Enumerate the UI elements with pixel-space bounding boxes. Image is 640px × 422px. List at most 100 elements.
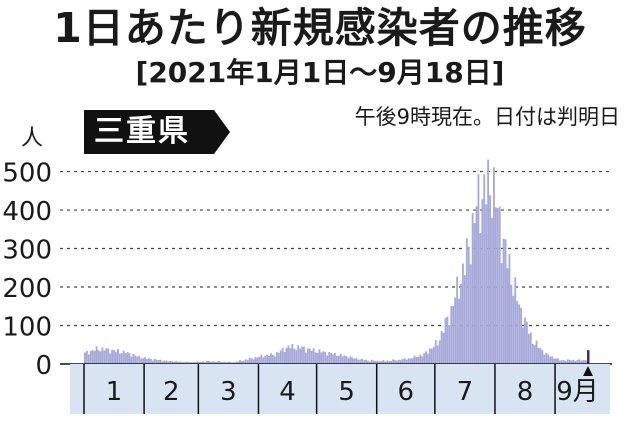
daily-bar xyxy=(545,352,548,364)
daily-bar xyxy=(477,174,480,364)
daily-bar xyxy=(103,350,106,364)
daily-bar xyxy=(522,327,524,364)
daily-bar xyxy=(297,345,300,364)
daily-bar xyxy=(124,353,127,364)
daily-bar xyxy=(132,353,135,364)
month-label: 5 xyxy=(338,377,355,407)
x-axis-band xyxy=(70,364,610,414)
y-axis-unit: 人 xyxy=(21,126,43,151)
daily-bar xyxy=(355,357,358,364)
daily-bar xyxy=(256,357,259,364)
daily-bar xyxy=(454,297,457,364)
daily-bar xyxy=(496,208,499,364)
daily-bar xyxy=(570,360,573,364)
daily-bar xyxy=(564,360,567,364)
daily-bar xyxy=(384,361,387,364)
daily-bar xyxy=(584,360,586,364)
daily-bar xyxy=(270,353,272,364)
daily-bar xyxy=(485,204,488,364)
daily-bar xyxy=(289,348,292,364)
daily-bar xyxy=(208,360,210,364)
daily-bar xyxy=(169,360,172,364)
daily-bar xyxy=(578,359,581,364)
daily-bar xyxy=(266,354,269,364)
daily-bar xyxy=(403,358,406,364)
daily-bar xyxy=(301,346,303,364)
daily-bar xyxy=(363,360,365,364)
daily-bar xyxy=(347,358,350,364)
daily-bar xyxy=(180,361,183,364)
daily-bar xyxy=(115,351,117,364)
daily-bar xyxy=(175,360,177,364)
daily-bar xyxy=(580,360,583,364)
daily-bar xyxy=(89,350,92,364)
daily-bar xyxy=(374,360,377,364)
daily-bar xyxy=(198,361,201,364)
y-tick-label: 100 xyxy=(2,313,52,343)
daily-bar xyxy=(560,360,563,364)
daily-bar xyxy=(491,217,493,364)
daily-bar xyxy=(460,283,462,364)
daily-bar xyxy=(188,362,191,364)
daily-bar xyxy=(458,298,460,364)
daily-bar xyxy=(318,349,321,364)
daily-bar xyxy=(260,354,263,364)
month-label: 6 xyxy=(398,377,415,407)
daily-bar xyxy=(231,362,234,364)
daily-bar xyxy=(551,356,554,364)
daily-bar xyxy=(493,167,495,364)
daily-bar xyxy=(252,359,255,364)
daily-bar xyxy=(576,360,579,364)
daily-bar xyxy=(326,355,329,364)
daily-bar xyxy=(533,345,536,364)
daily-bar xyxy=(436,345,439,364)
daily-bar xyxy=(107,348,110,364)
daily-bar xyxy=(446,316,449,364)
daily-bar xyxy=(378,361,381,364)
y-tick-label: 300 xyxy=(2,236,52,266)
daily-bar xyxy=(101,347,104,364)
daily-bar xyxy=(147,358,150,364)
daily-bar xyxy=(122,350,125,364)
daily-bar xyxy=(568,359,571,364)
daily-bar xyxy=(392,359,395,364)
month-label: 9月 xyxy=(556,377,599,407)
daily-bar xyxy=(157,360,160,364)
daily-bar xyxy=(394,360,396,364)
daily-bar xyxy=(483,174,486,364)
daily-bar xyxy=(510,284,513,364)
daily-bar xyxy=(520,307,522,364)
daily-bar xyxy=(423,353,426,364)
daily-bar xyxy=(250,358,253,364)
daily-bar xyxy=(553,358,555,364)
daily-bar xyxy=(562,360,565,364)
daily-bar xyxy=(514,277,517,364)
daily-bar xyxy=(233,362,236,364)
daily-bar xyxy=(295,350,298,364)
daily-bar xyxy=(210,361,212,364)
daily-bar xyxy=(429,348,431,364)
daily-bar xyxy=(448,325,451,364)
daily-bar xyxy=(177,361,179,364)
y-tick-label: 0 xyxy=(35,351,52,381)
daily-bar xyxy=(566,359,569,364)
daily-bar xyxy=(368,361,371,364)
daily-bar xyxy=(223,361,226,364)
daily-bar xyxy=(149,358,152,364)
y-tick-label: 200 xyxy=(2,274,52,304)
daily-bar xyxy=(85,350,88,364)
daily-bar xyxy=(161,361,164,364)
daily-bar xyxy=(376,360,379,364)
daily-bar xyxy=(97,350,100,364)
daily-bar xyxy=(128,353,131,364)
daily-bar xyxy=(105,348,108,364)
daily-bar xyxy=(146,358,148,364)
daily-bar xyxy=(190,362,193,364)
daily-bar xyxy=(202,361,205,364)
daily-bar xyxy=(241,360,243,364)
daily-bar xyxy=(120,353,123,364)
daily-bar xyxy=(219,361,222,364)
daily-bar xyxy=(324,352,327,364)
daily-bar xyxy=(281,347,284,364)
daily-bar xyxy=(95,346,98,364)
